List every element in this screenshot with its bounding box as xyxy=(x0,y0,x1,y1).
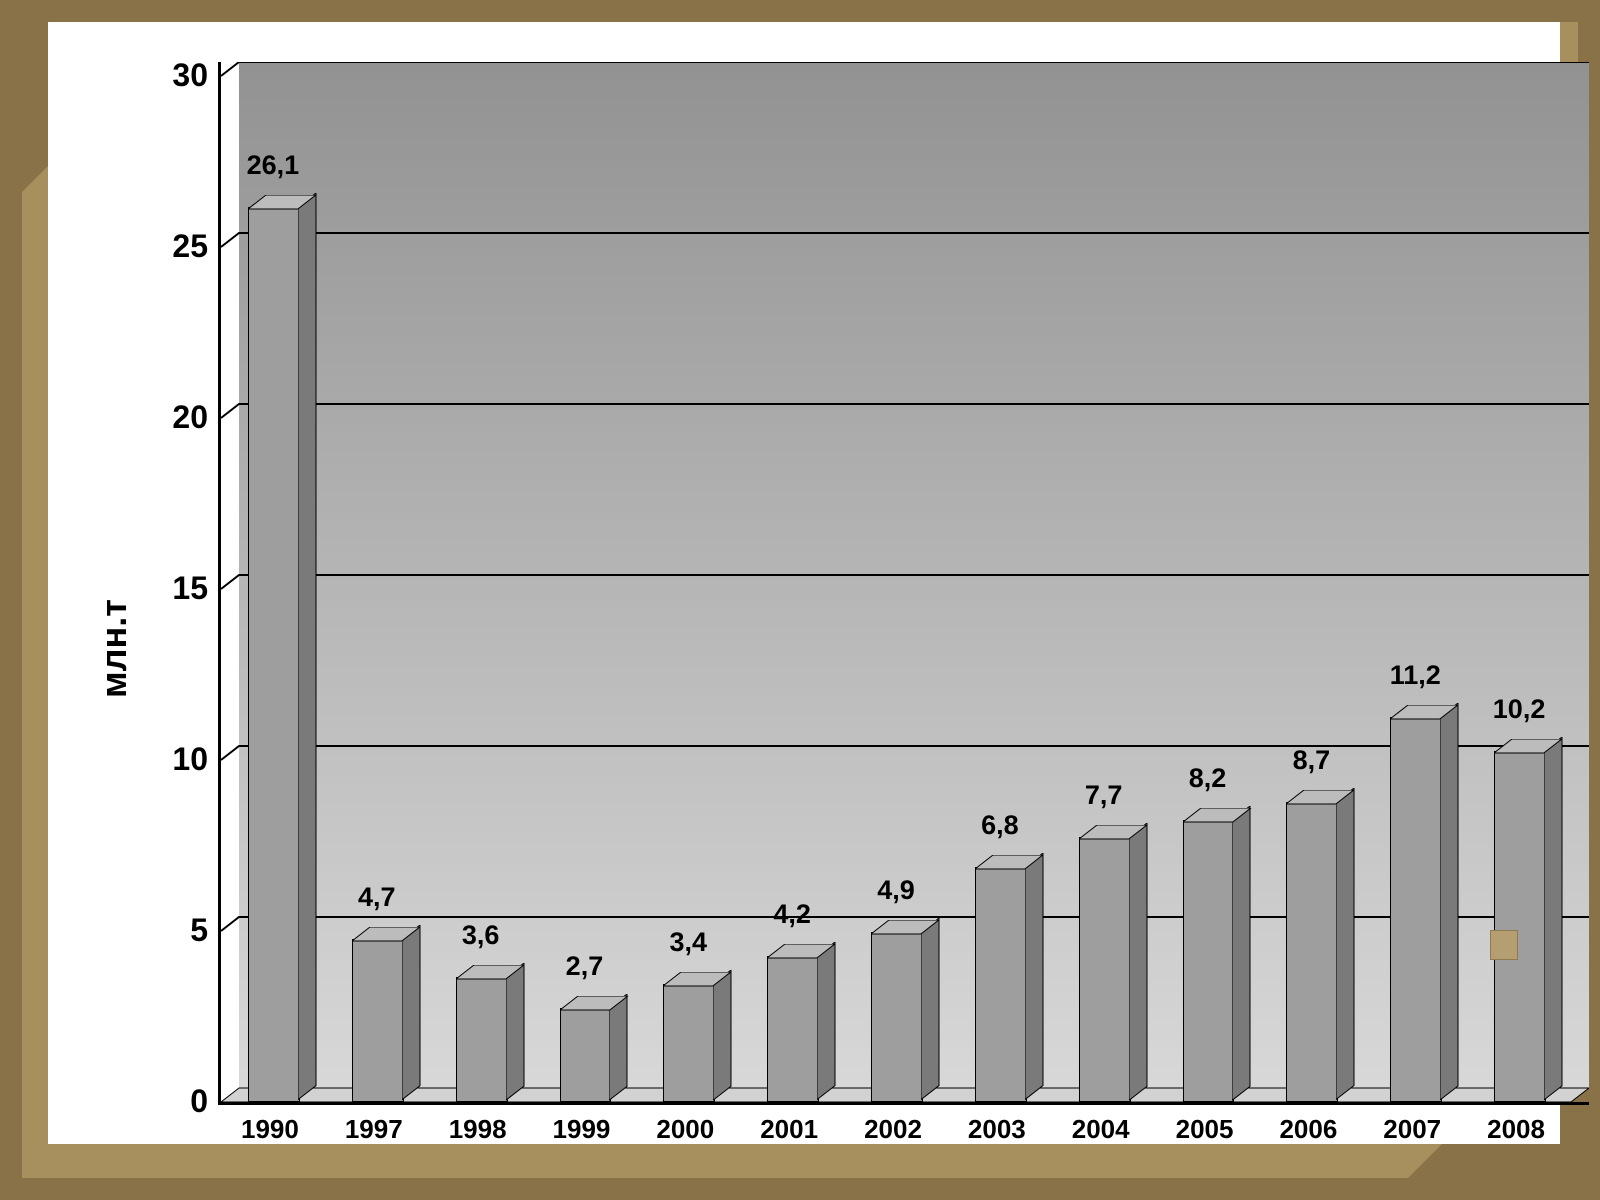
bar-top xyxy=(871,920,941,936)
bar-value-label: 10,2 xyxy=(1467,694,1571,725)
bar-top xyxy=(1079,825,1149,841)
y-tick-label: 25 xyxy=(138,228,208,265)
bar-top xyxy=(975,855,1045,871)
bar xyxy=(1494,739,1562,1102)
x-tick-label: 1997 xyxy=(322,1114,426,1145)
bar-side xyxy=(1129,823,1149,1102)
y-tick-label: 10 xyxy=(138,741,208,778)
x-tick-label: 2001 xyxy=(737,1114,841,1145)
bar-side xyxy=(506,963,526,1102)
bar-top xyxy=(352,927,422,943)
y-tick-label: 5 xyxy=(138,912,208,949)
plot-area: 26,1 4,73,62,73,44,24,9 6,87,78,28,7 11,210… xyxy=(218,62,1589,1105)
bar xyxy=(1286,790,1354,1102)
bar-top xyxy=(456,965,526,981)
x-tick-label: 1999 xyxy=(530,1114,634,1145)
bars-container: 26,1 4,73,62,73,44,24,9 6,87,78,28,7 11,210… xyxy=(221,62,1589,1102)
y-tick-label: 20 xyxy=(138,399,208,436)
bar-value-label: 3,4 xyxy=(636,927,740,958)
bar xyxy=(1079,825,1147,1102)
bar-side xyxy=(1336,788,1356,1102)
bar xyxy=(767,944,835,1102)
bar-value-label: 7,7 xyxy=(1052,780,1156,811)
x-tick-label: 1998 xyxy=(426,1114,530,1145)
bar-value-label: 4,9 xyxy=(844,875,948,906)
y-tick-label: 30 xyxy=(138,57,208,94)
bar xyxy=(352,927,420,1102)
decor-box xyxy=(1490,930,1518,960)
bar xyxy=(871,920,939,1102)
bar-side xyxy=(1544,737,1564,1102)
bar xyxy=(975,855,1043,1102)
chart-panel: 26,1 4,73,62,73,44,24,9 6,87,78,28,7 11,2 10… xyxy=(48,22,1560,1144)
bar-value-label: 8,7 xyxy=(1259,745,1363,776)
bar-value-label: 11,2 xyxy=(1363,660,1467,691)
bar-value-label: 6,8 xyxy=(948,810,1052,841)
bar xyxy=(560,996,628,1102)
bar xyxy=(248,195,316,1102)
bar-top xyxy=(1183,808,1253,824)
bar-value-label: 3,6 xyxy=(429,920,533,951)
bar-top xyxy=(1286,790,1356,806)
bar xyxy=(663,972,731,1102)
bar-top xyxy=(560,996,630,1012)
x-tick-label: 2005 xyxy=(1153,1114,1257,1145)
x-tick-label: 2008 xyxy=(1464,1114,1568,1145)
slide-frame: 26,14,73,62,73,44,24,96,87,78,28,711,210… xyxy=(0,0,1600,1200)
bar-value-label: 4,2 xyxy=(740,899,844,930)
x-tick-label: 2004 xyxy=(1049,1114,1153,1145)
x-tick-label: 1990 xyxy=(218,1114,322,1145)
bar-top xyxy=(248,195,318,211)
bar-side xyxy=(298,193,318,1102)
bar-top xyxy=(1494,739,1564,755)
bar-value-label: 26,1 xyxy=(221,150,325,181)
bar xyxy=(456,965,524,1102)
bar-top xyxy=(1390,705,1460,721)
bar-side xyxy=(1232,806,1252,1102)
bar-side xyxy=(1025,853,1045,1102)
bar-top xyxy=(767,944,837,960)
bar-side xyxy=(1440,703,1460,1102)
bar-side xyxy=(713,970,733,1102)
bar-value-label: 4,7 xyxy=(325,882,429,913)
bar xyxy=(1183,808,1251,1102)
x-tick-label: 2006 xyxy=(1256,1114,1360,1145)
bar-value-label: 2,7 xyxy=(533,951,637,982)
y-tick-label: 15 xyxy=(138,570,208,607)
bar xyxy=(1390,705,1458,1102)
bar-side xyxy=(402,925,422,1102)
y-axis-title: млн.т xyxy=(93,599,135,698)
bar-value-label: 8,2 xyxy=(1156,763,1260,794)
y-tick-label: 0 xyxy=(138,1083,208,1120)
bar-side xyxy=(817,942,837,1102)
x-tick-label: 2007 xyxy=(1360,1114,1464,1145)
x-tick-label: 2000 xyxy=(633,1114,737,1145)
bar-side xyxy=(921,918,941,1102)
bar-top xyxy=(663,972,733,988)
x-tick-label: 2002 xyxy=(841,1114,945,1145)
x-tick-label: 2003 xyxy=(945,1114,1049,1145)
